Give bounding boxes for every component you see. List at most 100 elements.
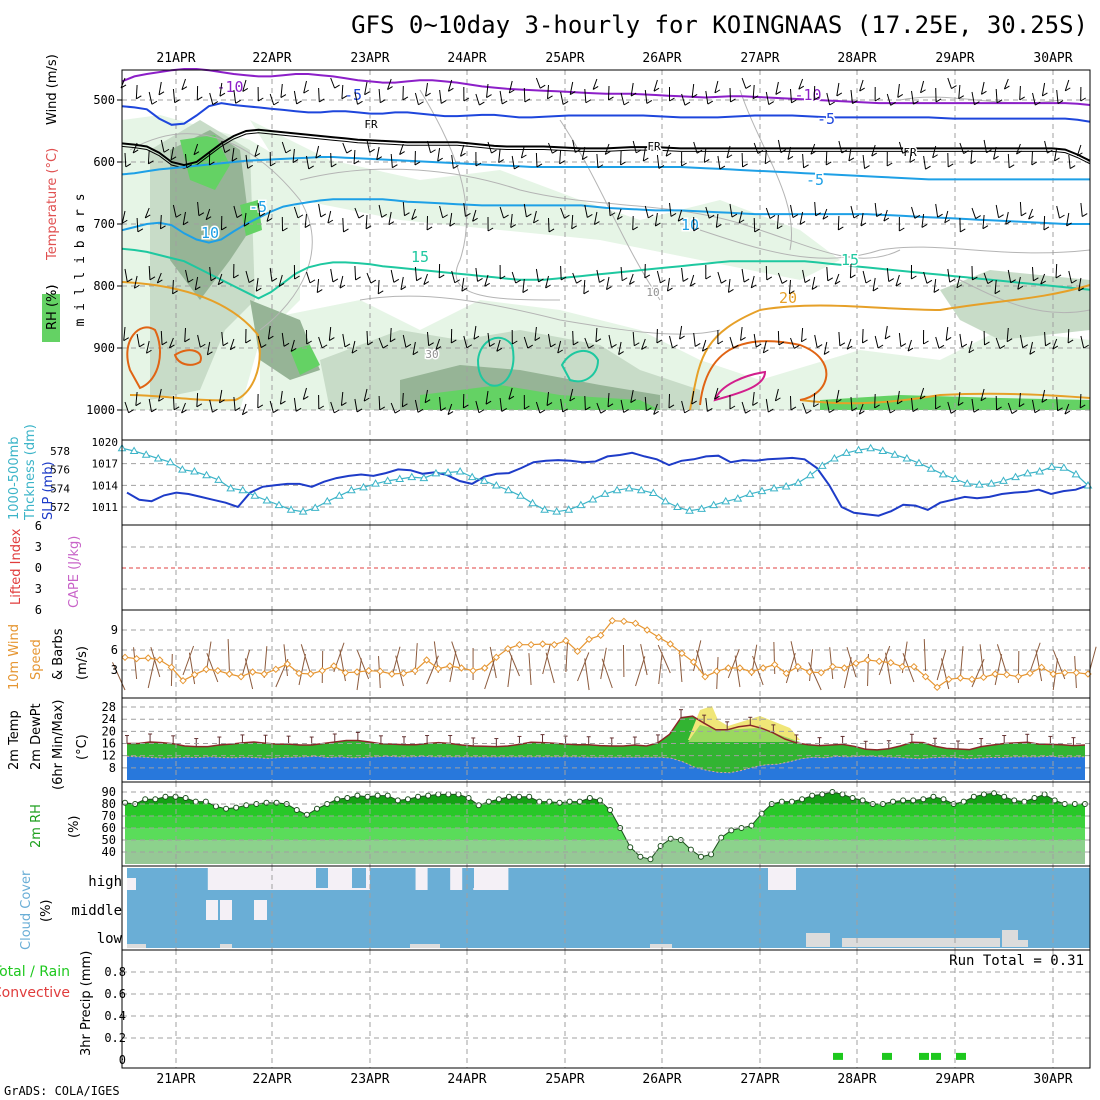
wind-barb: [741, 401, 746, 414]
wind-barb: [913, 100, 919, 105]
wind-barb: [245, 154, 249, 169]
wind-barb: [331, 163, 337, 168]
wind-barb: [503, 214, 509, 219]
wind-barb: [333, 409, 340, 414]
wind-barb: [752, 84, 755, 99]
legend-wind: Wind (m/s): [45, 54, 60, 125]
wind-barb: [132, 142, 138, 154]
wind-barb: [693, 332, 696, 347]
wind-marker: [515, 640, 524, 649]
wind-barb: [629, 280, 635, 285]
wind-marker: [713, 667, 721, 676]
rh-marker: [809, 792, 816, 799]
thickness-marker: [455, 467, 465, 475]
legend-rh-text: RH (%): [45, 285, 60, 330]
panel-frames: [121, 69, 1091, 1069]
wind-barb: [777, 225, 783, 230]
thickness-marker: [612, 485, 622, 494]
wind-barb: [646, 407, 652, 412]
wind-barb: [370, 279, 377, 284]
wind-barb: [319, 98, 325, 103]
wind-barb: [632, 331, 635, 346]
rh-marker: [445, 791, 452, 798]
wind-barb: [975, 215, 981, 219]
wind-barb: [1028, 215, 1034, 220]
wind-barb: [127, 278, 133, 283]
wind-barb: [170, 146, 174, 160]
wind-marker: [991, 670, 999, 678]
wind-barb: [508, 387, 513, 400]
wind-barb: [884, 335, 891, 340]
wind-barb: [382, 344, 389, 349]
rh-marker: [728, 827, 735, 834]
y-tick-label: 3: [111, 663, 118, 677]
wind-barb: [728, 289, 734, 293]
precip-bar: [833, 1052, 843, 1060]
wind-barb: [157, 279, 163, 284]
thickness-marker: [721, 496, 731, 505]
lifted-index-panel: 6 3 0 3 6 Lifted Index CAPE (J/kg): [9, 519, 1090, 617]
wind-marker: [341, 668, 350, 677]
wind-barb: [691, 94, 698, 98]
precip-bar: [956, 1052, 966, 1060]
wind-marker: [736, 664, 744, 672]
wind-barb: [667, 287, 673, 292]
rh-marker: [142, 796, 149, 803]
thickness-marker: [600, 489, 610, 497]
isotherm-FR: [121, 128, 1091, 167]
rh-band: [125, 828, 1085, 840]
thickness-marker: [395, 474, 405, 482]
wind-barb: [876, 213, 882, 217]
wind-barb: [741, 77, 747, 89]
wind-barb: [212, 408, 218, 413]
wind-barb: [123, 337, 129, 342]
wind-marker: [968, 675, 976, 684]
legend-text: Thckness (dm): [23, 424, 38, 521]
wind-barb: [608, 334, 613, 348]
rh-marker: [1031, 795, 1038, 801]
wind-barb: [1081, 213, 1088, 218]
wind-barb: [825, 161, 832, 166]
wind-barb: [499, 275, 506, 280]
wind-barb: [539, 84, 546, 89]
wind-barb: [557, 340, 562, 354]
wind-barb: [694, 343, 701, 347]
wind-barb: [691, 83, 695, 98]
wind-barb: [491, 149, 497, 154]
wind-barb: [895, 274, 900, 287]
thickness-marker: [540, 505, 549, 513]
wind-barb: [993, 155, 999, 160]
rh-marker: [455, 791, 462, 798]
legend-text: SLP (mb): [41, 461, 56, 520]
thickness-marker: [987, 479, 996, 487]
wind-barb: [888, 278, 895, 282]
legend-slp: SLP (mb): [41, 461, 56, 520]
wind-barb: [878, 645, 891, 676]
wind-barb: [595, 327, 598, 342]
wind-barb: [354, 398, 358, 412]
cloud-gap-high: [207, 868, 220, 890]
contour-label: -10: [216, 78, 243, 96]
wind-barb: [753, 142, 759, 154]
legend-wind: & Barbs: [51, 628, 66, 680]
wind-marker: [666, 640, 675, 648]
legend-text: Lifted Index: [9, 528, 24, 605]
wind-barb: [123, 326, 126, 341]
rh-marker: [667, 835, 674, 842]
wind-barb: [235, 99, 241, 104]
wind-barb: [230, 346, 236, 351]
wind-barb: [365, 225, 372, 230]
wind-barb: [196, 392, 199, 407]
wind-barb: [318, 203, 322, 217]
wind-barb: [315, 145, 320, 159]
rh-band: [125, 804, 1085, 816]
ylabel: m i l l i b a r s: [73, 193, 88, 326]
rh-shade: [420, 385, 660, 410]
wind-barb: [1055, 263, 1058, 278]
wind-barb: [836, 82, 840, 97]
wind-barb: [961, 343, 968, 348]
wind-barb: [853, 214, 860, 219]
wind-barb: [206, 341, 211, 355]
wind-barb: [278, 283, 285, 287]
thickness-marker: [1035, 467, 1045, 475]
